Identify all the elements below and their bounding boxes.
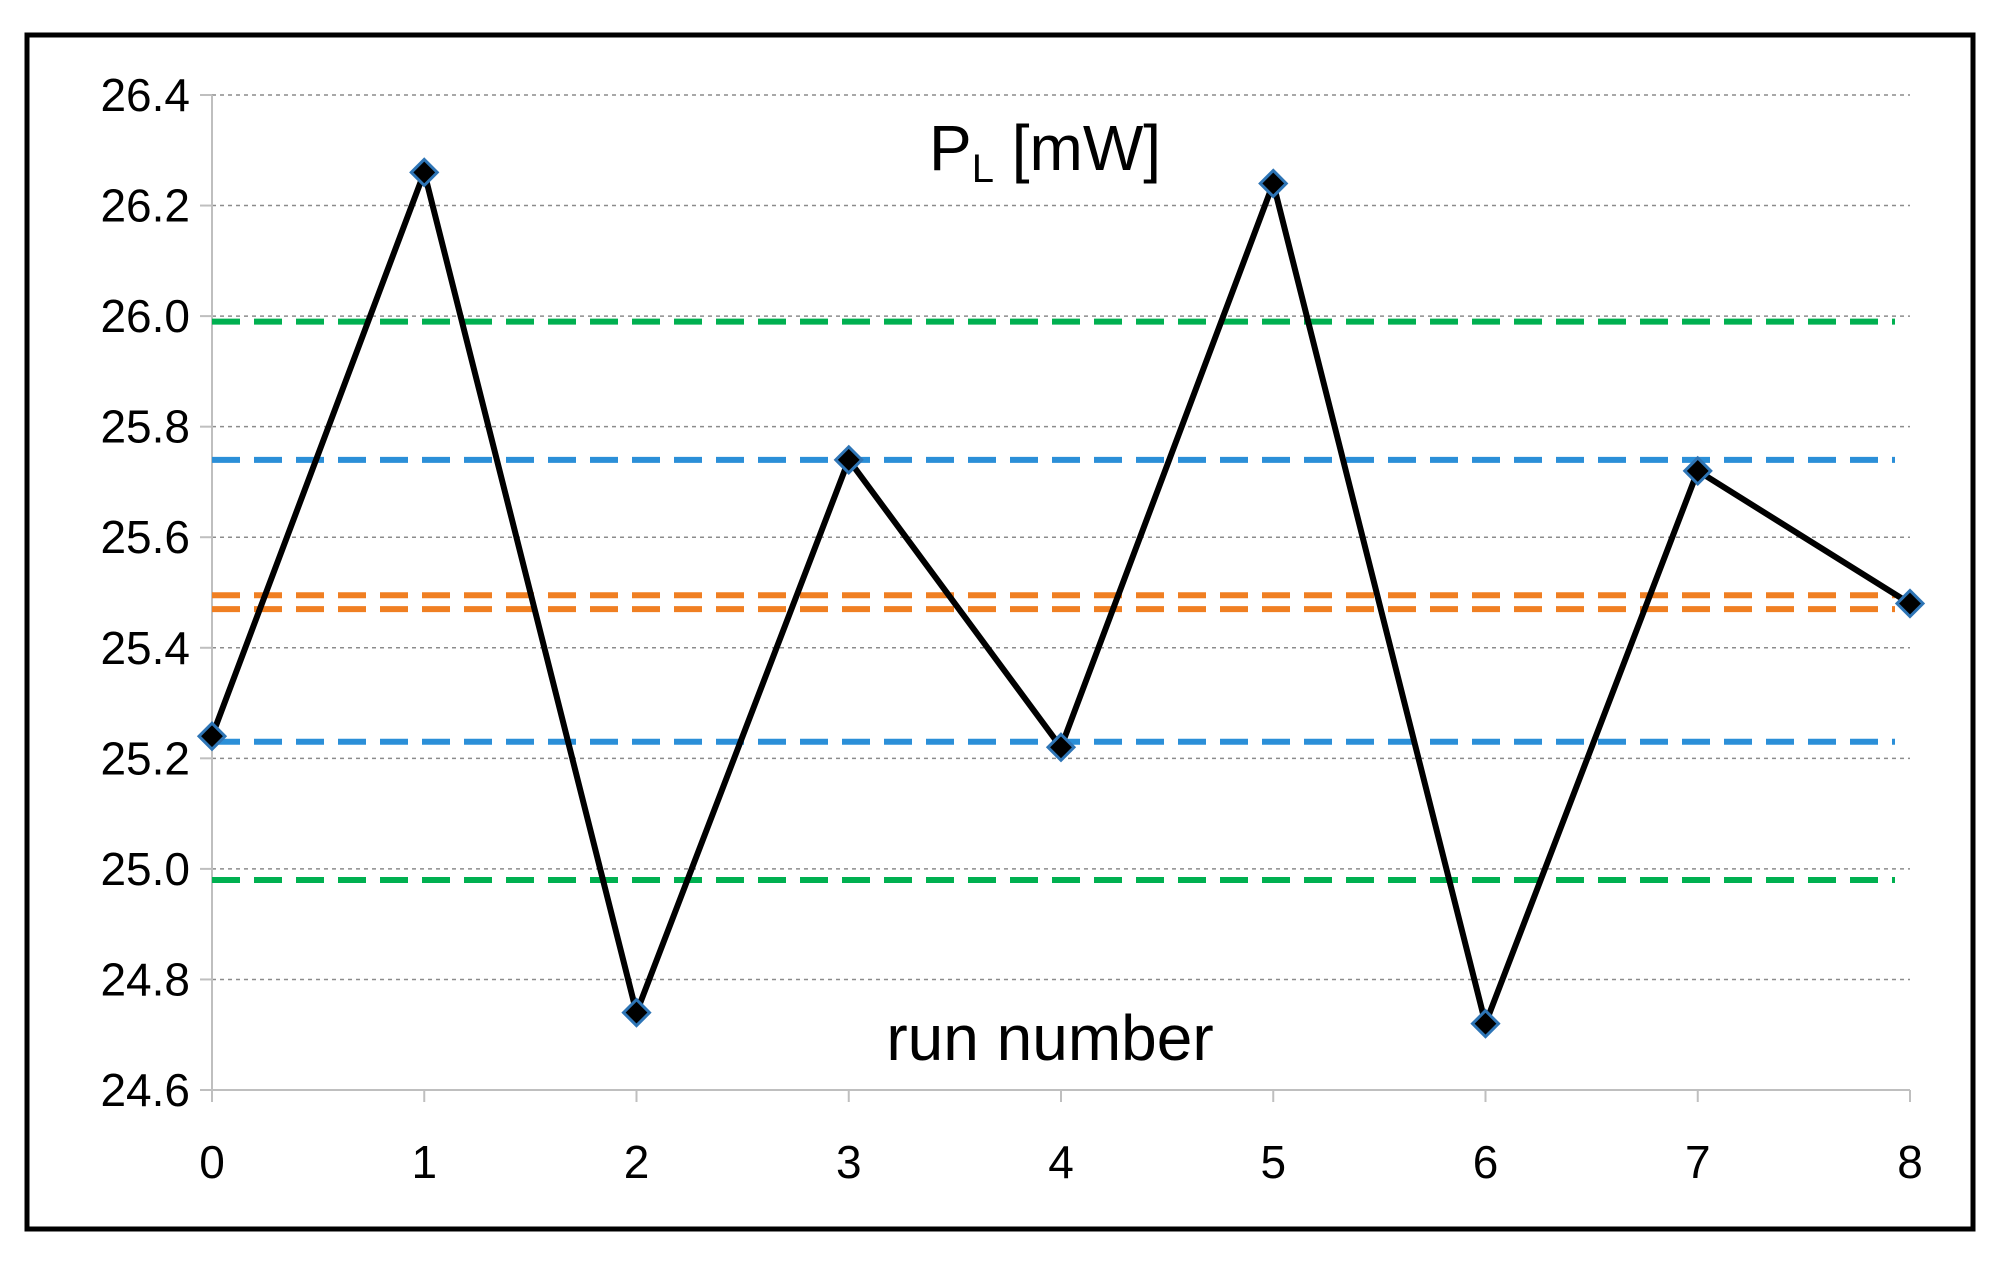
y-tick-label: 25.2 [100,732,190,784]
x-tick-label: 1 [411,1136,437,1188]
y-tick-label: 24.6 [100,1064,190,1116]
x-tick-label: 3 [836,1136,862,1188]
y-tick-label: 25.6 [100,511,190,563]
y-tick-label: 26.4 [100,69,190,121]
x-axis-title: run number [886,1002,1213,1074]
x-tick-label: 4 [1048,1136,1074,1188]
chart-title-unit: [mW] [994,112,1161,184]
data-point [833,444,864,475]
y-tick-label: 25.4 [100,622,190,674]
data-point [1682,455,1713,487]
y-tick-label: 24.8 [100,953,190,1005]
chart-title-main: P [929,112,972,184]
x-tick-labels: 0 1 2 3 4 5 6 7 8 [199,1136,1923,1188]
data-point [409,157,440,188]
y-tick-label: 25.0 [100,843,190,895]
y-tick-label: 26.0 [100,290,190,342]
chart-frame [24,32,1976,1232]
data-point [1894,588,1926,619]
x-tick-label: 7 [1685,1136,1711,1188]
data-point [196,721,228,752]
data-point [1258,168,1289,199]
x-tick-label: 5 [1260,1136,1286,1188]
reference-lines [212,318,1895,883]
data-point [621,997,652,1028]
x-tick-label: 6 [1473,1136,1499,1188]
x-tick-label: 0 [199,1136,225,1188]
y-tick-label: 25.8 [100,401,190,453]
data-point [1045,732,1077,763]
data-point [1470,1008,1501,1039]
y-tick-labels: 24.6 24.8 25.0 25.2 25.4 25.6 25.8 26.0 26.2 26.4 [100,69,190,1116]
data-markers [196,157,1926,1039]
y-tick-label: 26.2 [100,180,190,232]
x-tick-label: 2 [624,1136,650,1188]
chart-title: PL [mW] [929,112,1161,191]
chart-title-subscript: L [972,147,994,191]
x-tick-label: 8 [1897,1136,1923,1188]
